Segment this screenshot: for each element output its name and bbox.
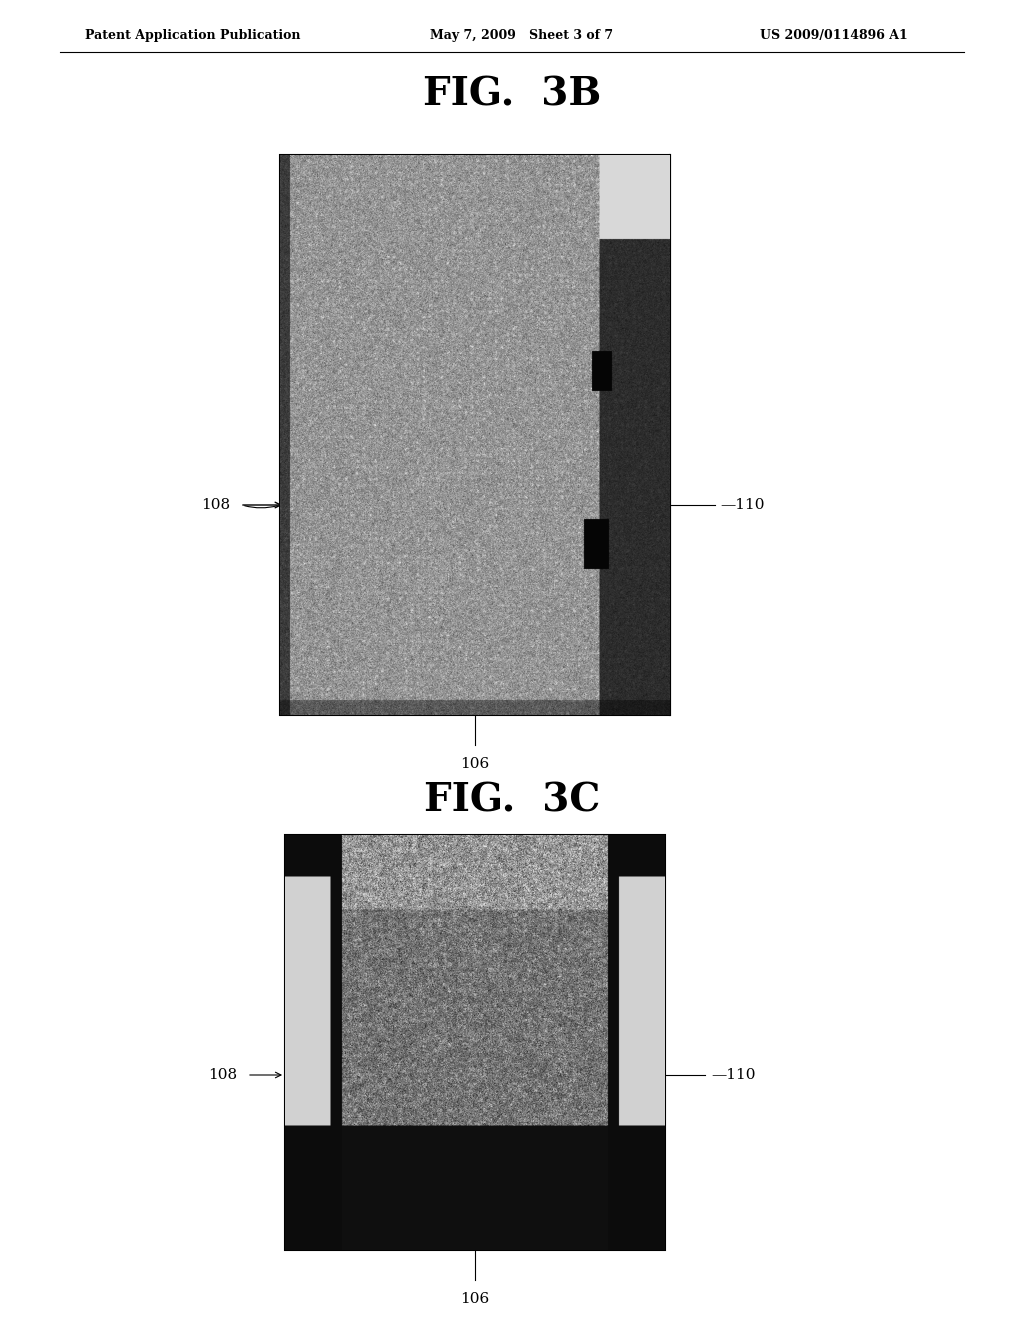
Text: 20: 20: [425, 408, 442, 422]
Text: 108: 108: [201, 498, 230, 512]
Text: May 7, 2009   Sheet 3 of 7: May 7, 2009 Sheet 3 of 7: [430, 29, 613, 41]
Text: Patent Application Publication: Patent Application Publication: [85, 29, 300, 41]
Text: 106: 106: [461, 756, 489, 771]
Text: US 2009/0114896 A1: US 2009/0114896 A1: [760, 29, 907, 41]
Text: 106: 106: [461, 1292, 489, 1305]
Bar: [280, 154, 670, 715]
Text: 2 μm: 2 μm: [583, 1200, 611, 1210]
Bar: [285, 836, 665, 1250]
Text: —110: —110: [711, 1068, 756, 1082]
Text: 130: 130: [406, 993, 431, 1007]
Text: FIG.  3C: FIG. 3C: [424, 781, 600, 818]
Text: —110: —110: [720, 498, 765, 512]
Text: FIG.  3B: FIG. 3B: [423, 77, 601, 114]
Text: 108: 108: [208, 1068, 237, 1082]
